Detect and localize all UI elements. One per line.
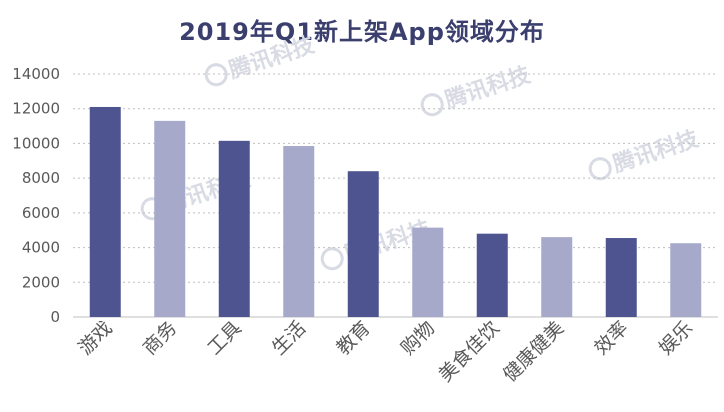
watermark-logo-icon: [588, 157, 612, 181]
bar-生活: [283, 146, 315, 317]
y-tick-label: 6000: [22, 204, 60, 222]
watermark-text: 腾讯科技: [226, 32, 318, 83]
x-tick-label: 商务: [139, 317, 181, 359]
y-tick-label: 12000: [12, 100, 60, 118]
x-tick-label: 美食佳饮: [434, 317, 503, 386]
y-tick-label: 0: [50, 308, 60, 326]
bar-购物: [412, 227, 444, 317]
y-tick-label: 8000: [22, 169, 60, 187]
y-tick-label: 14000: [12, 65, 60, 83]
x-tick-label: 娱乐: [655, 317, 697, 359]
x-tick-label: 购物: [397, 317, 439, 359]
bar-娱乐: [670, 243, 702, 317]
watermark-0: 腾讯科技: [204, 32, 318, 87]
chart-title: 2019年Q1新上架App领域分布: [179, 18, 545, 46]
y-tick-label: 10000: [12, 134, 60, 152]
bar-效率: [605, 238, 637, 317]
watermark-1: 腾讯科技: [420, 62, 534, 117]
y-tick-label: 4000: [22, 239, 60, 257]
bar-美食佳饮: [476, 233, 508, 317]
bar-游戏: [89, 106, 121, 317]
x-tick-label: 生活: [268, 317, 310, 359]
x-tick-label: 工具: [203, 317, 245, 359]
bar-健康健美: [541, 237, 573, 317]
bar-教育: [347, 171, 379, 317]
watermark-logo-icon: [320, 247, 344, 271]
x-tick-label: 游戏: [74, 317, 116, 359]
watermark-logo-icon: [204, 63, 228, 87]
x-tick-label: 健康健美: [499, 317, 568, 386]
watermark-text: 腾讯科技: [610, 126, 702, 177]
x-tick-label: 教育: [332, 317, 374, 359]
bar-商务: [154, 120, 186, 317]
watermark-logo-icon: [420, 93, 444, 117]
watermark-text: 腾讯科技: [442, 62, 534, 113]
bar-工具: [218, 140, 250, 317]
y-tick-label: 2000: [22, 273, 60, 291]
watermark-2: 腾讯科技: [588, 126, 702, 181]
x-tick-label: 效率: [590, 317, 632, 359]
